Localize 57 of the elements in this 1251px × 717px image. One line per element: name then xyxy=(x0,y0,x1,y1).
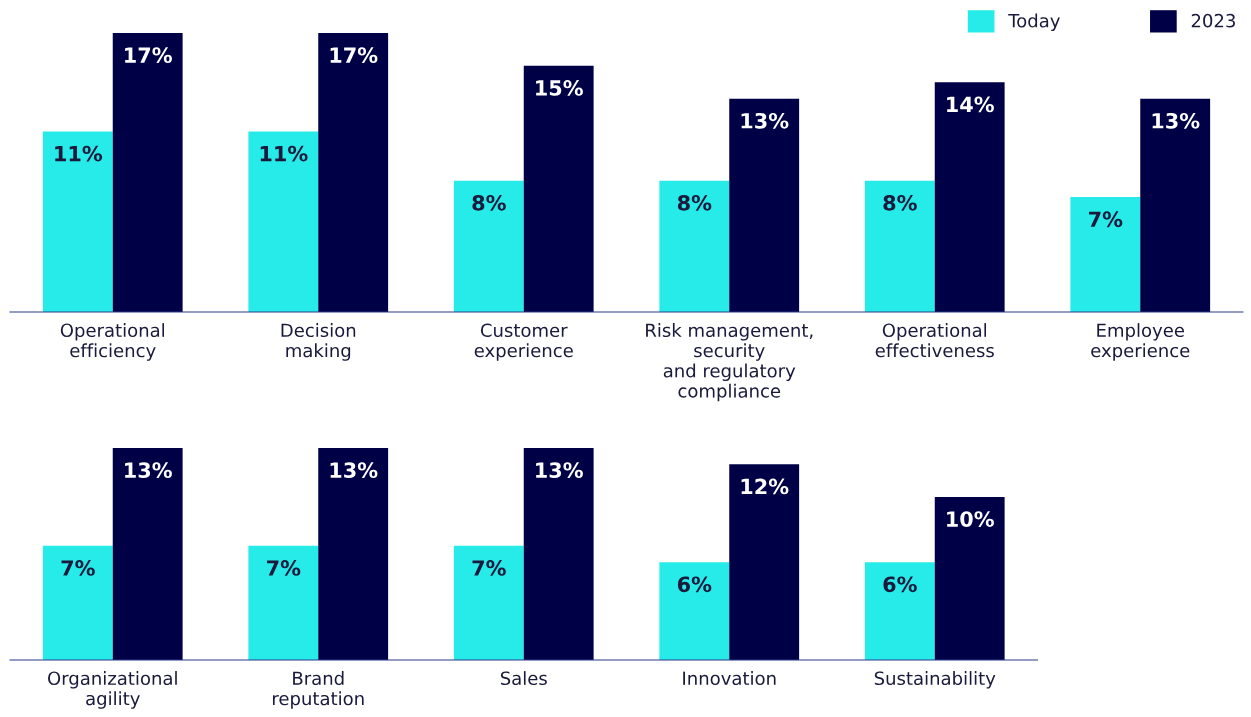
data-label: 7% xyxy=(267,560,301,576)
x-tick-label: Innovation xyxy=(683,671,776,686)
x-tick-label: Sales xyxy=(500,671,547,686)
bar xyxy=(523,65,594,312)
bar xyxy=(1070,197,1141,312)
x-tick-label: Brand reputation xyxy=(273,671,364,709)
x-tick-label: Sustainability xyxy=(874,671,996,689)
x-tick-label: Operational efficiency xyxy=(60,323,165,361)
data-label: 17% xyxy=(330,47,378,64)
bar xyxy=(864,180,935,312)
data-label: 11% xyxy=(55,145,103,162)
bar xyxy=(318,448,389,660)
bar xyxy=(112,448,183,660)
bar xyxy=(934,82,1005,312)
data-label: 10% xyxy=(947,511,994,527)
legend-label: Today xyxy=(1008,13,1060,32)
data-label: 17% xyxy=(125,47,172,64)
bar xyxy=(453,545,524,660)
bar xyxy=(729,98,800,312)
bar xyxy=(318,33,389,312)
bar xyxy=(1140,98,1211,312)
data-label: 7% xyxy=(61,560,95,576)
data-label: 7% xyxy=(472,560,506,576)
data-label: 7% xyxy=(1089,211,1123,228)
bar xyxy=(248,545,319,660)
data-label: 15% xyxy=(536,80,583,96)
data-label: 13% xyxy=(1152,112,1200,129)
bar xyxy=(934,496,1005,660)
bar xyxy=(42,545,113,660)
legend-label: 2023 xyxy=(1191,13,1235,28)
data-label: 8% xyxy=(472,194,506,211)
x-tick-label: Organizational agility xyxy=(48,671,177,709)
data-label: 14% xyxy=(947,96,994,113)
data-label: 13% xyxy=(125,462,172,479)
bar xyxy=(523,448,594,660)
data-label: 13% xyxy=(536,462,583,479)
x-tick-label: Decision making xyxy=(281,323,356,361)
bar xyxy=(453,180,524,312)
bar xyxy=(864,562,935,660)
data-label: 11% xyxy=(260,145,308,162)
data-label: 12% xyxy=(741,478,789,495)
bar xyxy=(729,464,800,660)
x-tick-label: Operational effectiveness xyxy=(875,323,994,358)
data-label: 8% xyxy=(883,194,917,211)
bar xyxy=(659,562,730,660)
data-label: 13% xyxy=(330,462,378,479)
data-label: 6% xyxy=(677,576,712,593)
bar xyxy=(42,131,113,312)
x-tick-label: Customer experience xyxy=(474,323,573,361)
bar xyxy=(112,33,183,312)
x-tick-label: Risk management, security and regulatory compliance xyxy=(646,323,813,402)
bar xyxy=(659,180,730,312)
data-label: 13% xyxy=(741,112,789,129)
x-tick-label: Employee experience xyxy=(1091,323,1190,361)
data-label: 6% xyxy=(883,576,917,593)
data-label: 8% xyxy=(677,194,712,211)
bar xyxy=(248,131,319,312)
